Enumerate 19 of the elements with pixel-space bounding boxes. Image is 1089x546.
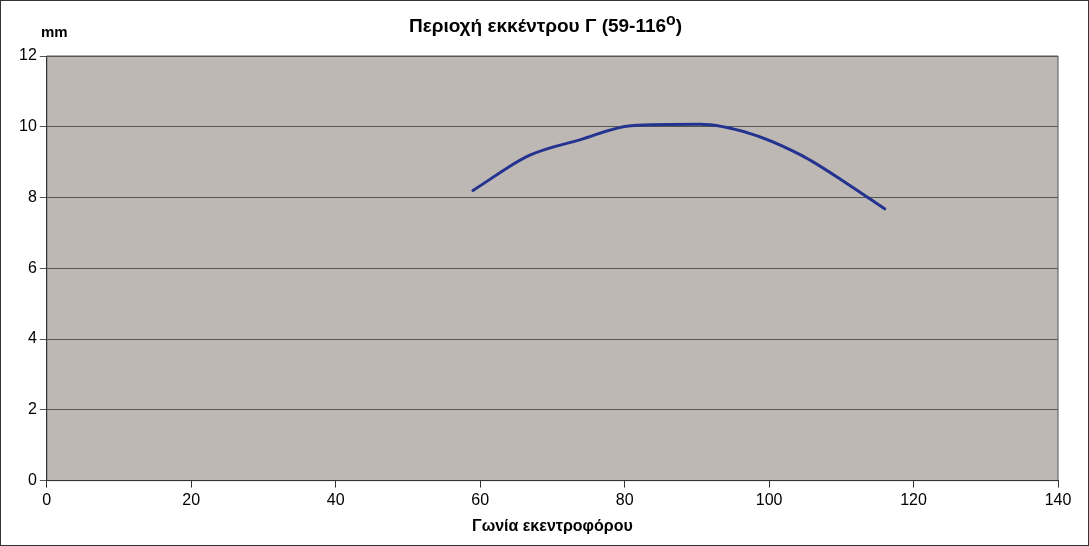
x-tick-label: 20 [182, 490, 201, 508]
y-tick-label: 4 [27, 329, 37, 347]
y-tick-label: 6 [27, 258, 37, 276]
x-axis-title: Γωνία εκεντροφόρου [472, 516, 633, 534]
chart-title: Περιοχή εκκέντρου Γ (59-116$^{o}$) [408, 11, 683, 37]
x-tick-label: 140 [1044, 490, 1072, 508]
y-tick-label: 8 [27, 187, 37, 205]
y-tick-label: 10 [19, 117, 37, 135]
x-tick-label: 80 [615, 490, 634, 508]
y-tick-label: 2 [27, 400, 37, 418]
x-tick-label: 40 [326, 490, 345, 508]
x-tick-label: 100 [755, 490, 783, 508]
x-tick-label: 60 [471, 490, 490, 508]
x-tick-label: 0 [42, 490, 52, 508]
x-tick-label: 120 [900, 490, 927, 508]
y-tick-label: 0 [27, 471, 37, 489]
line-series [471, 122, 887, 211]
y-axis-title: mm [41, 23, 68, 40]
y-tick-label: 12 [19, 46, 37, 64]
